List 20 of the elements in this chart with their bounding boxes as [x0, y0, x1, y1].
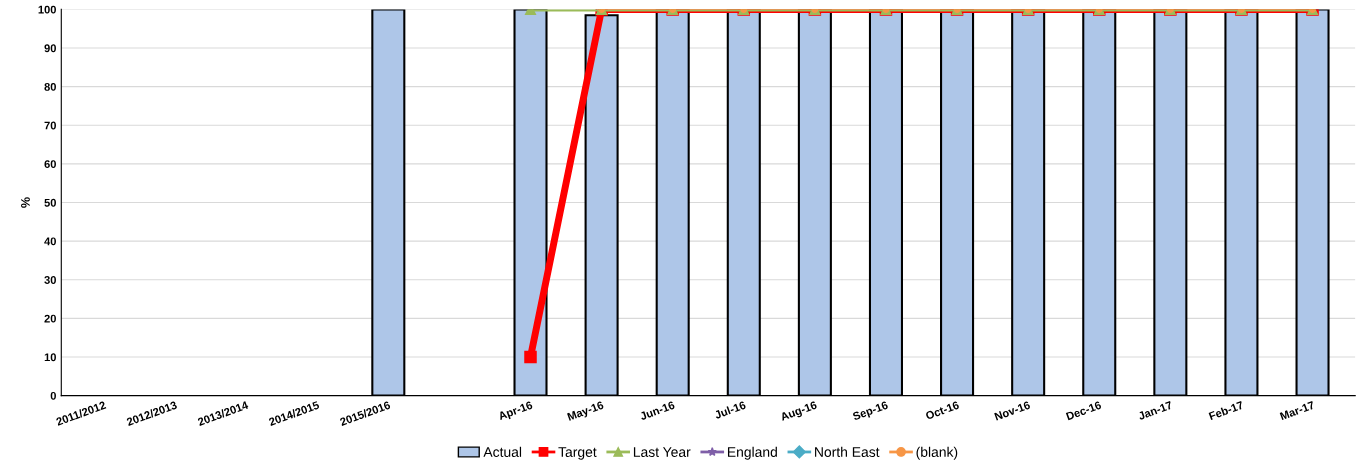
y-tick-label: 60 [44, 160, 56, 169]
y-tick-label: 100 [38, 5, 56, 14]
x-tick-label: Jul-16 [713, 400, 747, 420]
y-tick-label: 30 [44, 276, 56, 284]
y-tick-label: 20 [44, 314, 56, 323]
y-tick-label: 80 [44, 82, 56, 91]
legend-label: (blank) [916, 446, 958, 460]
y-tick-label: 50 [44, 198, 56, 207]
y-tick-label: 90 [44, 44, 56, 53]
x-tick-label: Oct-16 [925, 400, 960, 420]
y-tick-label: 40 [44, 237, 56, 246]
y-axis-title: % [21, 197, 30, 208]
legend-label: Actual [483, 446, 522, 457]
legend-label: England [727, 446, 777, 460]
y-tick-label: 70 [44, 121, 56, 130]
y-tick-label: 10 [44, 353, 56, 362]
legend-label: Last Year [633, 447, 691, 457]
legend-label: Target [558, 447, 597, 460]
y-tick-label: 0 [50, 391, 56, 400]
legend-label: North East [815, 446, 880, 457]
